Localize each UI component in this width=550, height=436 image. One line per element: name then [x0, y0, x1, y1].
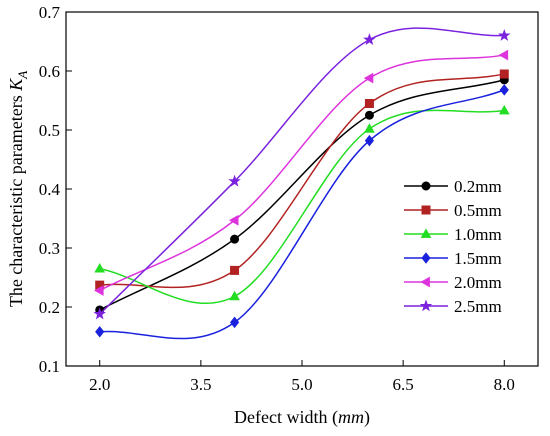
legend-marker-1-5mm — [421, 252, 431, 264]
y-tick-label: 0.1 — [39, 357, 60, 376]
axis-layer: 2.0 3.5 5.0 6.5 8.0 0.1 0.2 0.3 0.4 0.5 0.6 0.7 — [39, 3, 515, 394]
data-point-2-5mm — [498, 29, 511, 41]
legend-marker-0-5mm — [421, 205, 431, 215]
series-layer — [93, 27, 511, 340]
x-axis-unit: mm — [338, 407, 364, 427]
series-line-1-0mm — [99, 109, 505, 305]
series-line-0-2mm — [99, 79, 505, 311]
legend-label-2-0mm: 2.0mm — [454, 273, 502, 292]
legend-label-1-5mm: 1.5mm — [454, 249, 502, 268]
legend-label-2-5mm: 2.5mm — [454, 297, 502, 316]
legend-label-1-0mm: 1.0mm — [454, 225, 502, 244]
x-tick-label: 3.5 — [190, 375, 211, 394]
y-tick-label: 0.6 — [39, 62, 60, 81]
data-point-1-0mm — [364, 123, 375, 133]
series-line-2-0mm — [99, 54, 505, 292]
data-point-2-0mm — [94, 285, 104, 296]
data-point-1-5mm — [364, 134, 375, 147]
data-point-1-5mm — [95, 326, 105, 338]
legend: 0.2mm 0.5mm 1.0mm 1.5mm 2.0mm 2.5mm — [404, 177, 502, 316]
data-point-1-0mm — [498, 104, 510, 115]
x-tick-label: 2.0 — [89, 375, 110, 394]
data-point-2-5mm — [363, 33, 376, 46]
data-point-0-5mm — [230, 265, 240, 275]
x-axis-label: Defect width — [234, 407, 327, 427]
y-tick-label: 0.4 — [39, 180, 61, 199]
data-point-1-0mm — [94, 262, 106, 273]
data-point-2-5mm — [93, 307, 106, 320]
series-line-0-5mm — [99, 73, 505, 289]
legend-marker-0-2mm — [421, 181, 431, 191]
x-tick-label: 6.5 — [393, 375, 414, 394]
data-point-2-5mm — [228, 174, 241, 187]
legend-label-0-2mm: 0.2mm — [454, 177, 502, 196]
y-tick-label: 0.7 — [39, 3, 61, 22]
legend-marker-2-5mm — [419, 299, 433, 312]
y-axis-subscript: A — [15, 71, 30, 80]
data-point-1-5mm — [499, 84, 509, 96]
legend-marker-2-0mm — [420, 276, 430, 288]
x-axis-unit-close: ) — [364, 407, 370, 428]
data-point-2-0mm — [498, 49, 509, 61]
series-line-1-5mm — [99, 89, 505, 340]
legend-label-0-5mm: 0.5mm — [454, 201, 502, 220]
x-tick-label: 5.0 — [291, 375, 312, 394]
y-axis-symbol: K — [6, 78, 26, 92]
series-line-2-5mm — [99, 27, 505, 315]
data-point-2-0mm — [363, 72, 374, 84]
data-point-2-0mm — [228, 214, 239, 226]
data-point-0-2mm — [230, 234, 240, 244]
y-tick-label: 0.2 — [39, 298, 60, 317]
data-point-1-5mm — [229, 316, 240, 329]
data-point-0-5mm — [499, 69, 509, 79]
data-point-0-2mm — [364, 110, 374, 120]
legend-marker-1-0mm — [420, 228, 432, 238]
x-tick-label: 8.0 — [494, 375, 515, 394]
data-point-0-5mm — [364, 98, 374, 108]
x-axis-title: Defect width (mm) — [234, 407, 370, 428]
data-point-1-0mm — [229, 290, 240, 301]
y-axis-label: The characteristic parameters — [6, 95, 26, 307]
x-axis-unit-open: ( — [332, 407, 338, 428]
y-tick-label: 0.3 — [39, 239, 60, 258]
y-tick-label: 0.5 — [39, 121, 60, 140]
y-axis-title: The characteristic parameters KA — [6, 71, 30, 307]
